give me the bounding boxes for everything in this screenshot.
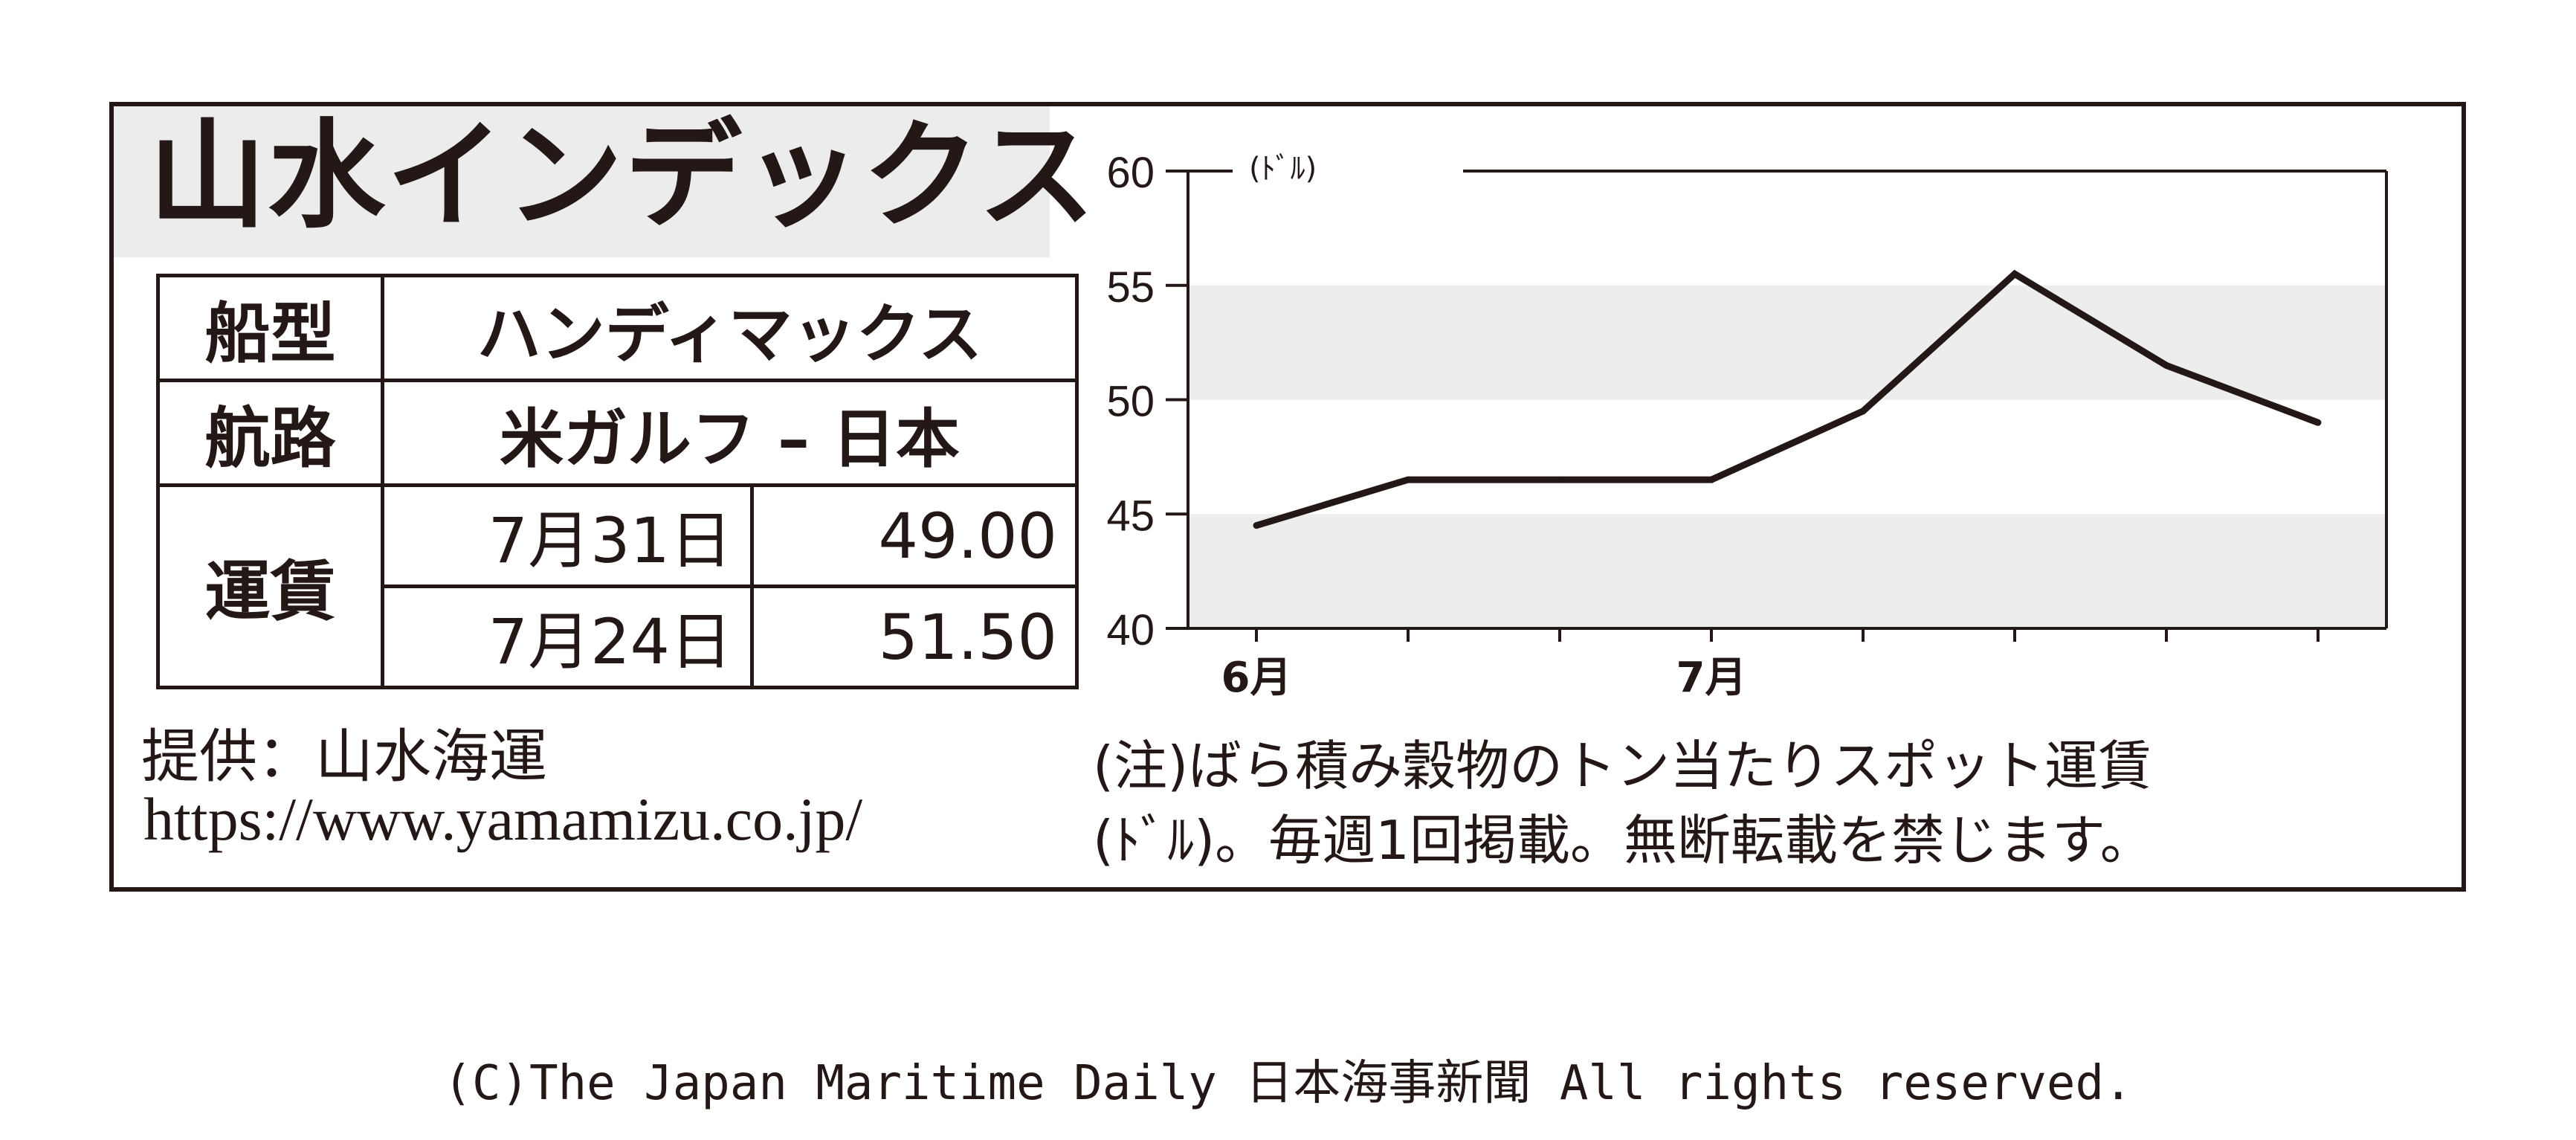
ship-type-row: 船型 ハンディマックス [156, 274, 1079, 382]
y-tick-label: 45 [1106, 492, 1155, 540]
data-point [1859, 408, 1867, 415]
route-label: 航路 [156, 379, 384, 487]
note-line-1: (注)ばら積み穀物のトン当たりスポット運賃 [1093, 735, 2152, 797]
freight-value: 51.50 [750, 585, 1079, 689]
provider-text: 提供：山水海運 [141, 724, 548, 789]
freight-date: 7月31日 [381, 483, 754, 588]
y-unit-label: (ﾄﾞﾙ) [1249, 152, 1317, 186]
data-point [1253, 522, 1260, 529]
freight-row: 7月24日 51.50 [158, 585, 1079, 689]
freight-label: 運賃 [156, 483, 384, 689]
info-table: 船型 ハンディマックス 航路 米ガルフ – 日本 運賃 7月31日 49.00 … [156, 274, 1079, 689]
data-point [1708, 476, 1715, 483]
y-tick-label: 55 [1106, 263, 1155, 312]
y-tick-label: 40 [1106, 606, 1155, 654]
chart-band [1188, 285, 2386, 400]
data-point [1556, 476, 1563, 483]
index-title: 山水インデックス [149, 108, 1097, 245]
ship-type-value: ハンディマックス [381, 274, 1079, 382]
chart-note: (注)ばら積み穀物のトン当たりスポット運賃 (ﾄﾞﾙ)。毎週1回掲載。無断転載を… [1093, 729, 2154, 877]
freight-value: 49.00 [750, 483, 1079, 588]
index-frame [109, 102, 2466, 892]
copyright-text: (C)The Japan Maritime Daily 日本海事新聞 All r… [443, 1056, 2133, 1111]
data-point [2011, 270, 2018, 277]
freight-line-chart: (ﾄﾞﾙ) 40 45 50 55 60 6月 7月 [1106, 149, 2388, 702]
route-row: 航路 米ガルフ – 日本 [156, 379, 1079, 487]
y-tick-label: 50 [1106, 378, 1155, 426]
y-tick-label: 60 [1106, 149, 1155, 197]
freight-series-line [1255, 269, 2320, 529]
freight-date: 7月24日 [381, 585, 754, 689]
freight-row: 運賃 7月31日 49.00 [156, 483, 1079, 689]
chart-band [1188, 514, 2386, 628]
note-line-2: (ﾄﾞﾙ)。毎週1回掲載。無断転載を禁じます。 [1093, 809, 2154, 872]
x-tick-label: 7月 [1676, 654, 1747, 702]
x-tick-label: 6月 [1221, 654, 1292, 702]
route-value: 米ガルフ – 日本 [381, 379, 1079, 487]
data-point [1404, 476, 1412, 483]
provider-url[interactable]: https://www.yamamizu.co.jp/ [143, 785, 863, 853]
ship-type-label: 船型 [156, 274, 384, 382]
data-point [2163, 361, 2170, 369]
title-band [114, 106, 1050, 257]
data-point [2314, 419, 2322, 426]
